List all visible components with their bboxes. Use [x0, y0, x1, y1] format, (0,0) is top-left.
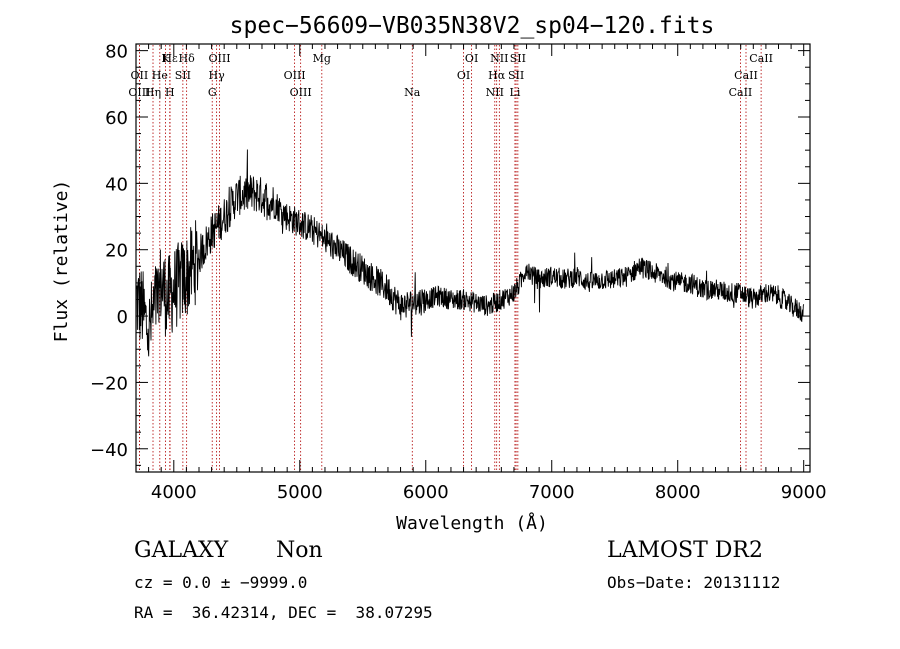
line-label-H: H	[165, 86, 175, 99]
survey-label: LAMOST DR2	[607, 538, 763, 563]
x-tick-label: 7000	[529, 482, 575, 503]
line-label-CaII: CaII	[749, 52, 773, 65]
line-label-OIII: OIII	[284, 69, 306, 82]
x-tick-label: 8000	[655, 482, 701, 503]
x-tick-label: 9000	[781, 482, 827, 503]
x-tick-label: 4000	[151, 482, 197, 503]
y-tick-label: 60	[105, 108, 128, 129]
line-label-SII: SII	[508, 69, 524, 82]
y-tick-label: −20	[90, 373, 128, 394]
line-label-OIII: OIII	[208, 52, 230, 65]
line-label-Hγ: Hγ	[209, 69, 226, 82]
line-label-K: K	[161, 52, 170, 65]
line-label-SII: SII	[510, 52, 526, 65]
line-label-OIII: OIII	[290, 86, 312, 99]
spectral-line-markers	[139, 45, 762, 471]
line-label-Hα: Hα	[488, 69, 506, 82]
line-label-G: G	[208, 86, 217, 99]
line-label-OI: OI	[457, 69, 470, 82]
line-label-SII: SII	[175, 69, 191, 82]
line-label-OIII: OIII	[128, 86, 150, 99]
line-label-He: He	[152, 69, 168, 82]
line-label-Li: Li	[510, 86, 521, 99]
chart-title: spec−56609−VB035N38V2_sp04−120.fits	[230, 13, 715, 39]
y-tick-label: 40	[105, 174, 128, 195]
coordinates-label: RA = 36.42314, DEC = 38.07295	[134, 603, 433, 622]
obs-date-label: Obs−Date: 20131112	[607, 573, 781, 592]
x-axis-label: Wavelength (Å)	[396, 512, 548, 534]
line-label-Hη: Hη	[145, 86, 161, 99]
axis-tick-labels: 4000 5000 6000 7000 8000 9000 −40 −20 0 20 40 60 80	[90, 42, 827, 503]
line-label-CaII: CaII	[734, 69, 758, 82]
line-label-OII: OII	[131, 69, 149, 82]
y-tick-label: 20	[105, 241, 128, 262]
spectrum-series	[135, 149, 805, 357]
subclass-label: Non	[276, 538, 323, 563]
classification-label: GALAXY	[134, 538, 229, 563]
x-tick-label: 6000	[403, 482, 449, 503]
y-tick-label: 80	[105, 42, 128, 63]
y-tick-label: 0	[117, 307, 128, 328]
axis-ticks	[135, 44, 810, 472]
line-label-Mg: Mg	[313, 52, 331, 65]
plot-frame	[135, 43, 811, 473]
line-label-OI: OI	[465, 52, 478, 65]
line-label-NII: NII	[490, 52, 508, 65]
y-axis-label: Flux (relative)	[51, 180, 72, 343]
x-tick-label: 5000	[277, 482, 323, 503]
spectrum-line	[135, 149, 805, 357]
line-label-Na: Na	[404, 86, 421, 99]
y-tick-label: −40	[90, 440, 128, 461]
line-label-Hδ: Hδ	[179, 52, 196, 65]
line-label-NII: NII	[486, 86, 504, 99]
line-label-CaII: CaII	[729, 86, 753, 99]
redshift-label: cz = 0.0 ± −9999.0	[134, 573, 308, 592]
